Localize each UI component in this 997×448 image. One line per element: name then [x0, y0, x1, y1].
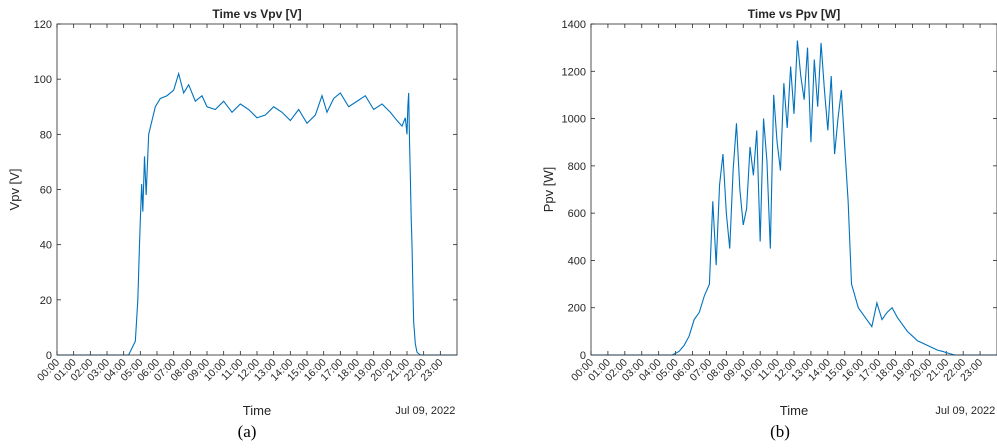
y-ticks: 0 200 400 600 800 1000 1200 1400 [562, 19, 997, 362]
chart-title: Time vs Ppv [W] [748, 7, 840, 21]
x-axis-label: Time [780, 403, 808, 418]
y-tick-label: 120 [34, 19, 52, 31]
y-tick-label: 0 [46, 350, 52, 362]
date-label: Jul 09, 2022 [395, 405, 455, 417]
y-tick-label: 60 [40, 185, 52, 197]
y-tick-label: 20 [40, 295, 52, 307]
series-line [57, 71, 457, 356]
y-tick-label: 100 [34, 74, 52, 86]
y-axis-label: Ppv [W] [541, 167, 556, 213]
y-tick-label: 200 [568, 303, 586, 315]
chart-ppv: Time vs Ppv [W] Ppv [W] Time Jul 09, 202… [541, 7, 997, 418]
x-ticks: 00:0001:0002:0003:0004:0005:0006:0007:00… [35, 24, 446, 384]
y-tick-label: 0 [580, 350, 586, 362]
plot-area [56, 23, 458, 356]
panel-label-a: (a) [237, 422, 257, 441]
y-tick-label: 600 [568, 208, 586, 220]
y-tick-label: 400 [568, 255, 586, 267]
y-tick-label: 1000 [562, 114, 586, 126]
y-ticks: 0 20 40 60 80 100 120 [34, 19, 457, 362]
y-tick-label: 800 [568, 161, 586, 173]
series-line [591, 40, 997, 356]
y-tick-label: 1200 [562, 66, 586, 78]
date-label: Jul 09, 2022 [935, 405, 995, 417]
plot-area [590, 23, 997, 356]
panel-label-b: (b) [770, 422, 790, 441]
chart-vpv: Time vs Vpv [V] Vpv [V] Time Jul 09, 202… [7, 7, 458, 418]
y-axis-label: Vpv [V] [7, 169, 22, 211]
y-tick-label: 40 [40, 240, 52, 252]
chart-title: Time vs Vpv [V] [212, 7, 301, 21]
x-ticks: 00:0001:0002:0003:0004:0005:0006:0007:00… [569, 24, 985, 384]
y-tick-label: 80 [40, 129, 52, 141]
x-axis-label: Time [243, 403, 271, 418]
y-tick-label: 1400 [562, 19, 586, 31]
